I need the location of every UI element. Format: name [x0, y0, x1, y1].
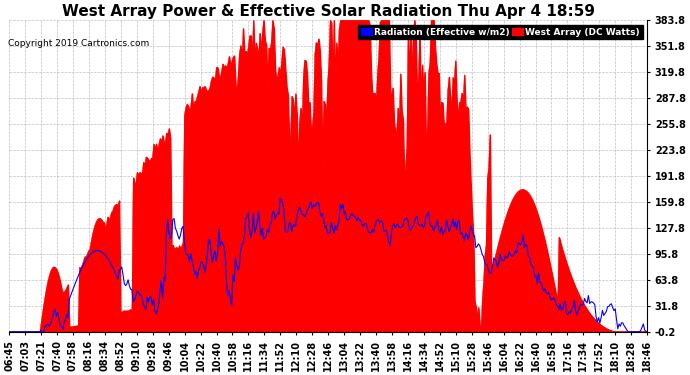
- Legend: Radiation (Effective w/m2), West Array (DC Watts): Radiation (Effective w/m2), West Array (…: [358, 25, 642, 39]
- Title: West Array Power & Effective Solar Radiation Thu Apr 4 18:59: West Array Power & Effective Solar Radia…: [61, 4, 595, 19]
- Text: Copyright 2019 Cartronics.com: Copyright 2019 Cartronics.com: [8, 39, 150, 48]
